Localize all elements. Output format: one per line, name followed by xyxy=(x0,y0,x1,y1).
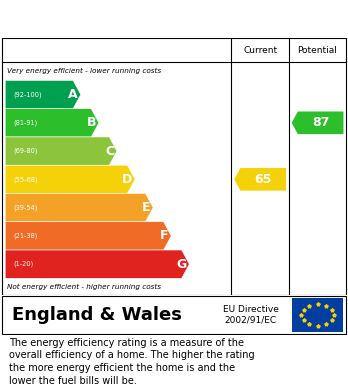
Polygon shape xyxy=(5,194,153,222)
Text: (55-68): (55-68) xyxy=(13,176,38,183)
Bar xyxy=(292,298,343,332)
Text: (21-38): (21-38) xyxy=(13,233,37,239)
Text: F: F xyxy=(160,230,168,242)
Text: 87: 87 xyxy=(312,116,329,129)
Text: (92-100): (92-100) xyxy=(13,91,41,98)
Text: E: E xyxy=(142,201,150,214)
Text: Energy Efficiency Rating: Energy Efficiency Rating xyxy=(10,10,239,28)
Polygon shape xyxy=(5,81,81,109)
Text: (39-54): (39-54) xyxy=(13,204,37,211)
Text: lower the fuel bills will be.: lower the fuel bills will be. xyxy=(9,376,136,386)
Text: (1-20): (1-20) xyxy=(13,261,33,267)
Polygon shape xyxy=(5,250,189,278)
Polygon shape xyxy=(292,111,343,134)
Text: (81-91): (81-91) xyxy=(13,120,37,126)
Text: England & Wales: England & Wales xyxy=(12,306,182,324)
Text: Not energy efficient - higher running costs: Not energy efficient - higher running co… xyxy=(7,283,161,290)
Text: 65: 65 xyxy=(255,173,272,186)
Text: (69-80): (69-80) xyxy=(13,148,37,154)
Text: B: B xyxy=(87,116,96,129)
Polygon shape xyxy=(5,222,171,250)
Text: Very energy efficient - lower running costs: Very energy efficient - lower running co… xyxy=(7,68,161,74)
Text: The energy efficiency rating is a measure of the: The energy efficiency rating is a measur… xyxy=(9,338,244,348)
Polygon shape xyxy=(5,165,135,194)
Text: Current: Current xyxy=(243,46,277,55)
Text: EU Directive
2002/91/EC: EU Directive 2002/91/EC xyxy=(223,305,278,325)
Polygon shape xyxy=(5,109,99,137)
Text: the more energy efficient the home is and the: the more energy efficient the home is an… xyxy=(9,363,235,373)
Text: Potential: Potential xyxy=(298,46,338,55)
Text: D: D xyxy=(122,173,132,186)
Text: C: C xyxy=(105,145,114,158)
Text: G: G xyxy=(176,258,187,271)
Text: A: A xyxy=(68,88,78,101)
Text: overall efficiency of a home. The higher the rating: overall efficiency of a home. The higher… xyxy=(9,350,254,361)
Polygon shape xyxy=(234,168,286,191)
Polygon shape xyxy=(5,137,117,165)
